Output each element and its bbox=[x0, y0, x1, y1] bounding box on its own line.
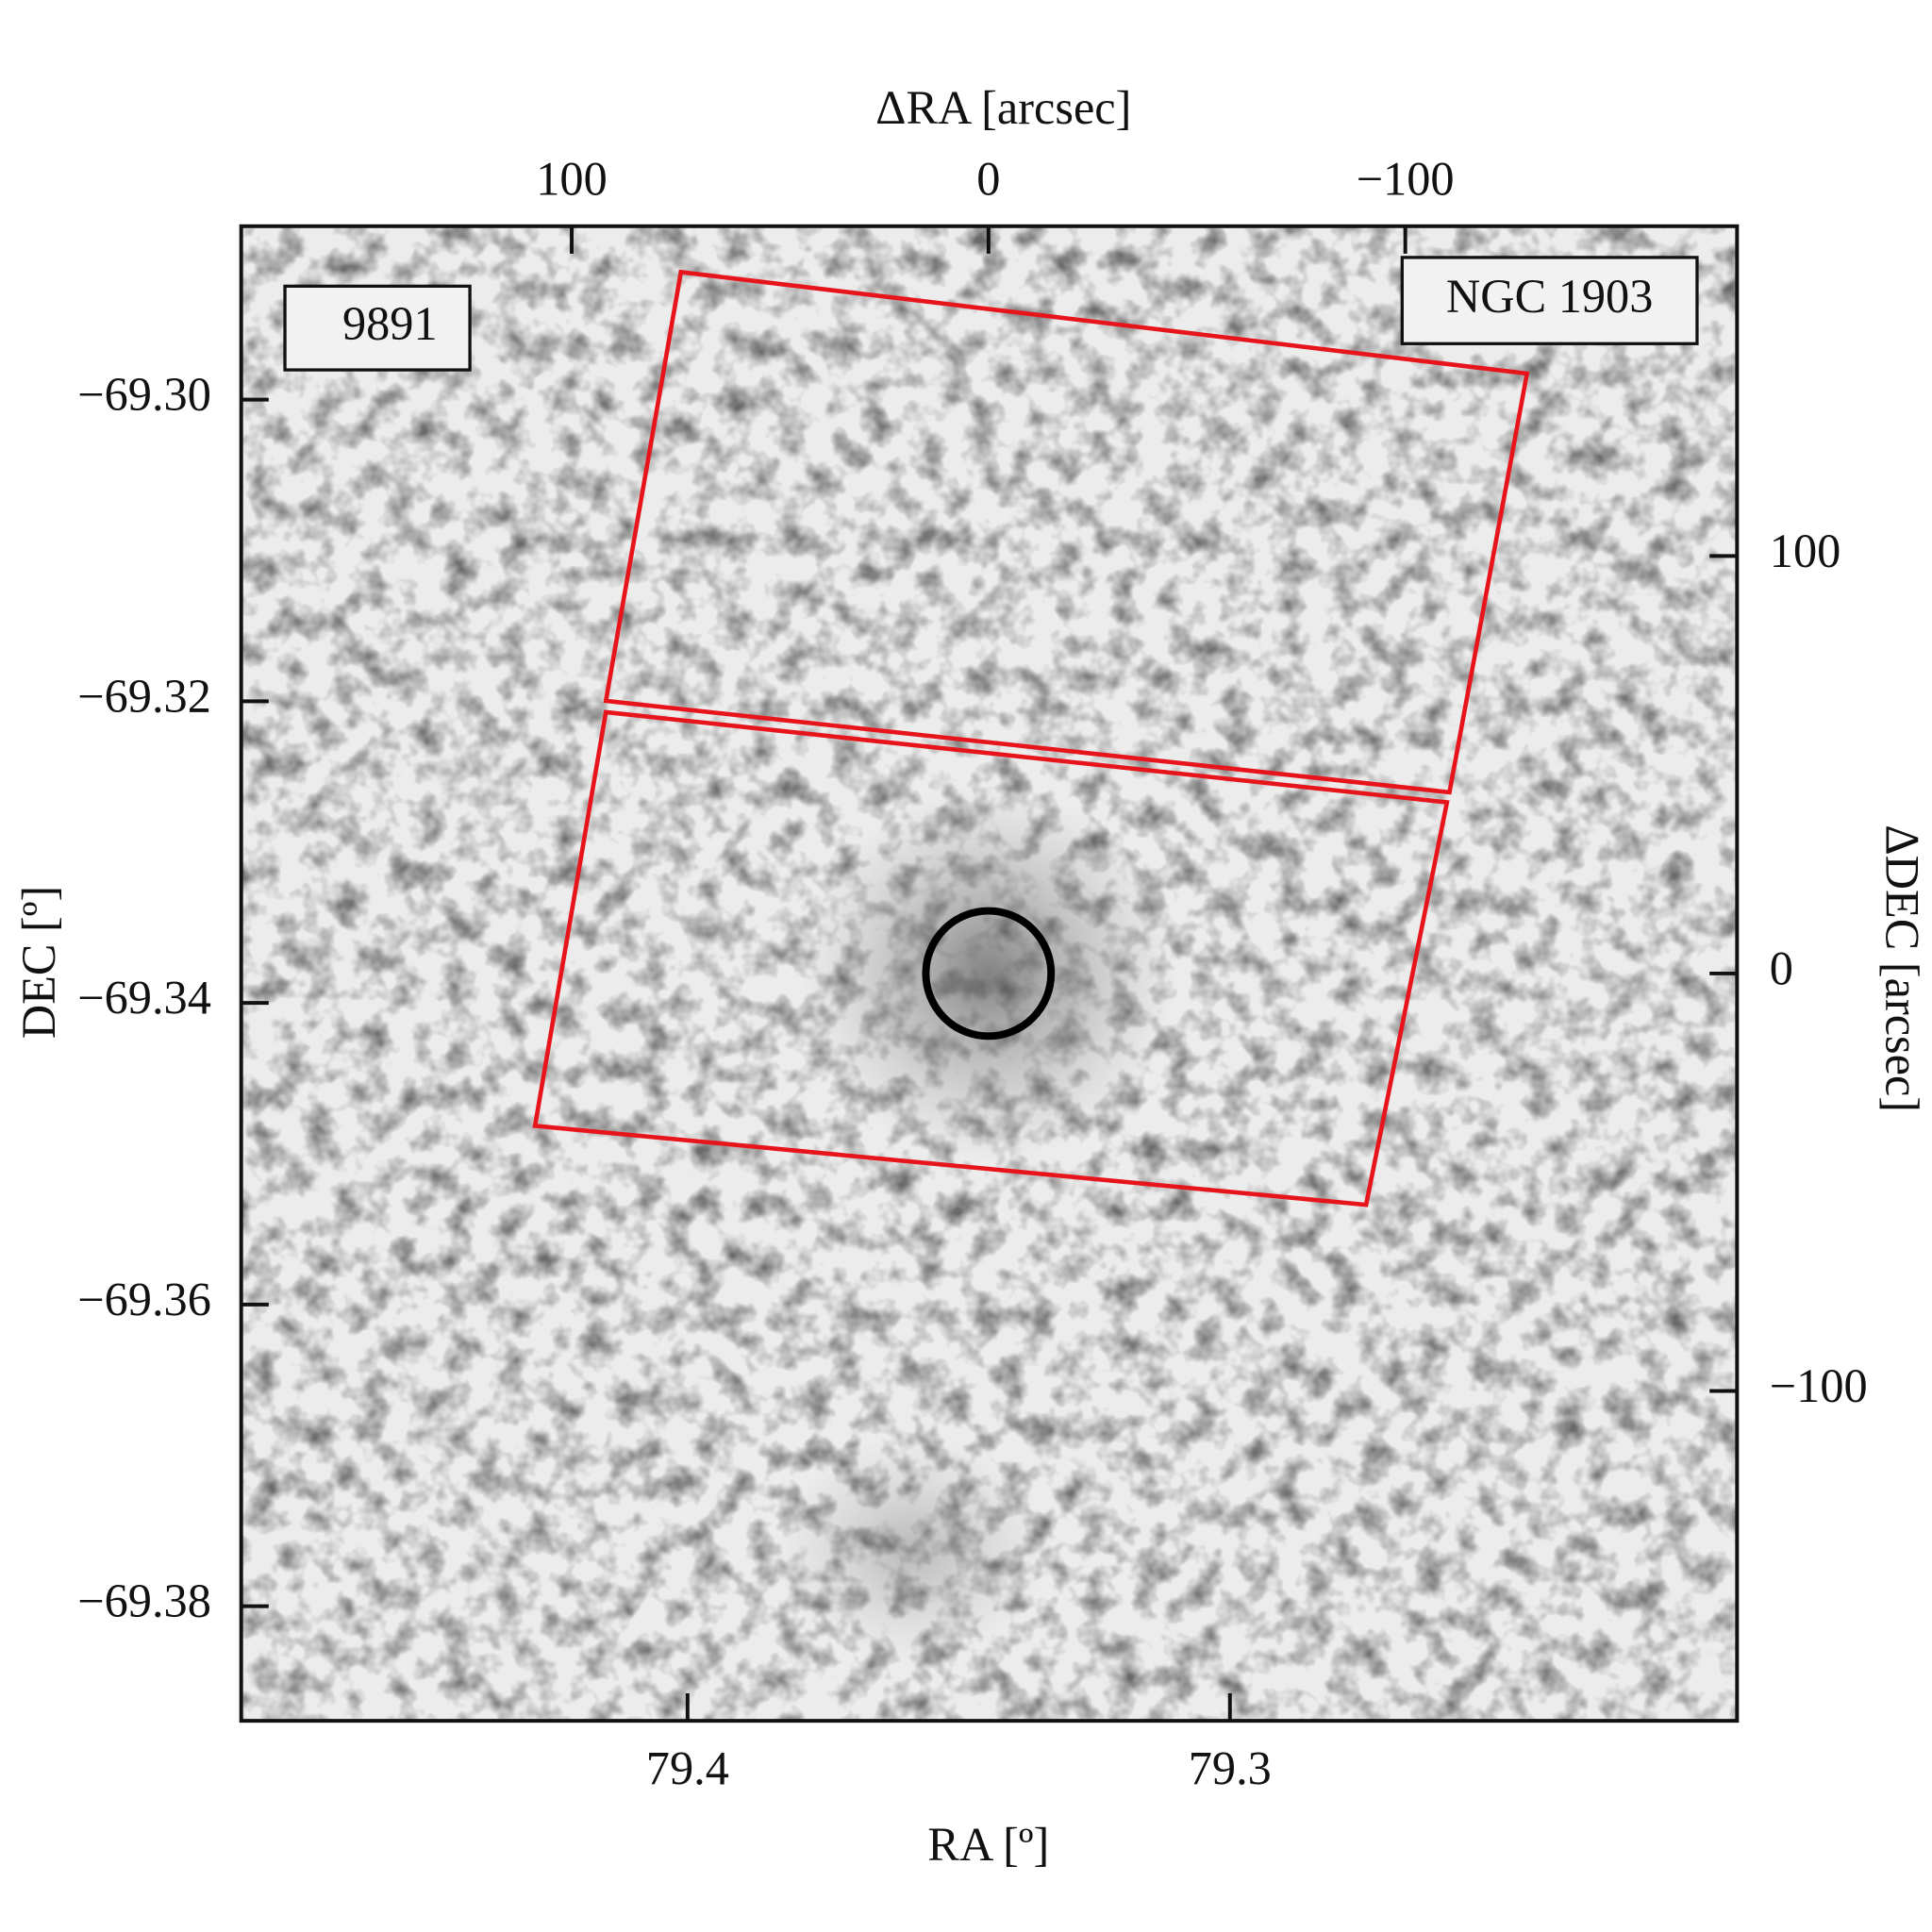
x2-tick-label: 100 bbox=[536, 152, 608, 205]
aperture-circle bbox=[922, 907, 1056, 1041]
y2-axis-title: ΔDEC [arcsec] bbox=[1875, 824, 1928, 1112]
y-axis-title: DEC [º] bbox=[12, 886, 65, 1039]
x-tick-label: 79.4 bbox=[646, 1741, 729, 1794]
program-label: 9891 bbox=[342, 297, 438, 350]
top-axis-title: ΔRA [arcsec] bbox=[875, 81, 1131, 134]
x-axis-title: RA [º] bbox=[927, 1818, 1049, 1871]
x-tick-label: 79.3 bbox=[1189, 1741, 1272, 1794]
y-tick-label: −69.38 bbox=[77, 1574, 211, 1627]
footprint bbox=[603, 269, 1530, 795]
y2-tick-label: 100 bbox=[1770, 525, 1841, 577]
y2-tick-label: 0 bbox=[1770, 941, 1793, 994]
x2-tick-label: −100 bbox=[1357, 152, 1455, 205]
y-tick-label: −69.30 bbox=[77, 368, 211, 421]
x2-tick-label: 0 bbox=[976, 152, 1000, 205]
footprint bbox=[532, 709, 1450, 1208]
y-tick-label: −69.36 bbox=[77, 1273, 211, 1325]
y2-tick-label: −100 bbox=[1770, 1359, 1868, 1412]
program-box bbox=[283, 284, 472, 372]
y-tick-label: −69.32 bbox=[77, 670, 211, 723]
y-tick-label: −69.34 bbox=[77, 972, 211, 1024]
target-label: NGC 1903 bbox=[1446, 270, 1654, 323]
target-box bbox=[1400, 256, 1699, 345]
sky-image bbox=[241, 225, 1738, 1722]
